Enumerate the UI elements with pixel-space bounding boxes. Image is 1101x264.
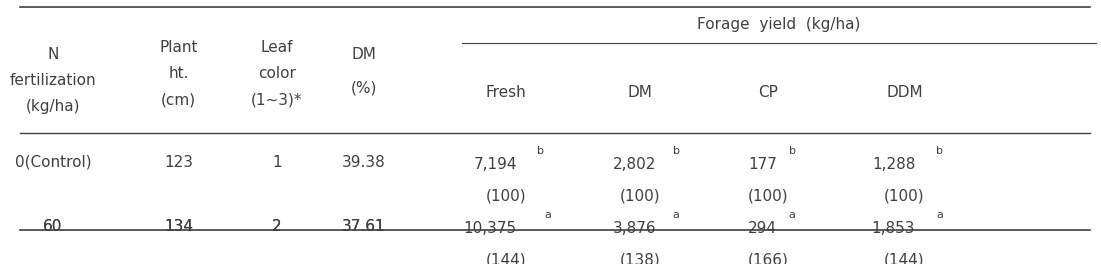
Text: (144): (144) (486, 252, 526, 264)
Text: Fresh: Fresh (486, 85, 526, 100)
Text: Forage  yield  (kg/ha): Forage yield (kg/ha) (697, 17, 861, 32)
Text: 134: 134 (164, 219, 193, 234)
Text: (166): (166) (748, 252, 788, 264)
Text: (kg/ha): (kg/ha) (25, 99, 80, 114)
Text: 294: 294 (748, 221, 777, 236)
Text: (144): (144) (884, 252, 925, 264)
Text: Leaf: Leaf (261, 40, 293, 55)
Text: (100): (100) (620, 188, 661, 203)
Text: 7,194: 7,194 (473, 157, 516, 172)
Text: b: b (537, 146, 544, 155)
Text: 177: 177 (748, 157, 777, 172)
Text: 10,375: 10,375 (464, 221, 516, 236)
Text: CP: CP (759, 85, 778, 100)
Text: 60: 60 (43, 219, 63, 234)
Text: 1,853: 1,853 (872, 221, 915, 236)
Text: 1,288: 1,288 (872, 157, 915, 172)
Text: (100): (100) (748, 188, 788, 203)
Text: (138): (138) (620, 252, 661, 264)
Text: 60: 60 (43, 219, 63, 234)
Text: 2: 2 (272, 219, 282, 234)
Text: (%): (%) (351, 80, 378, 95)
Text: b: b (936, 146, 942, 155)
Text: b: b (788, 146, 796, 155)
Text: DDM: DDM (886, 85, 923, 100)
Text: b: b (673, 146, 679, 155)
Text: 2,802: 2,802 (613, 157, 656, 172)
Text: fertilization: fertilization (10, 73, 96, 88)
Text: 123: 123 (164, 155, 193, 170)
Text: 2: 2 (272, 219, 282, 234)
Text: Plant: Plant (160, 40, 198, 55)
Text: (100): (100) (486, 188, 526, 203)
Text: N: N (47, 47, 58, 62)
Text: 37.61: 37.61 (342, 219, 385, 234)
Text: (cm): (cm) (161, 92, 196, 107)
Text: DM: DM (628, 85, 653, 100)
Text: a: a (788, 210, 795, 220)
Text: a: a (673, 210, 679, 220)
Text: (1~3)*: (1~3)* (251, 92, 303, 107)
Text: color: color (258, 66, 295, 81)
Text: a: a (936, 210, 942, 220)
Text: 1: 1 (272, 155, 282, 170)
Text: 3,876: 3,876 (613, 221, 656, 236)
Text: (100): (100) (884, 188, 925, 203)
Text: DM: DM (351, 47, 377, 62)
Text: 37.61: 37.61 (342, 219, 385, 234)
Text: 134: 134 (164, 219, 193, 234)
Text: 0(Control): 0(Control) (14, 155, 91, 170)
Text: a: a (544, 210, 550, 220)
Text: ht.: ht. (168, 66, 188, 81)
Text: 39.38: 39.38 (342, 155, 385, 170)
